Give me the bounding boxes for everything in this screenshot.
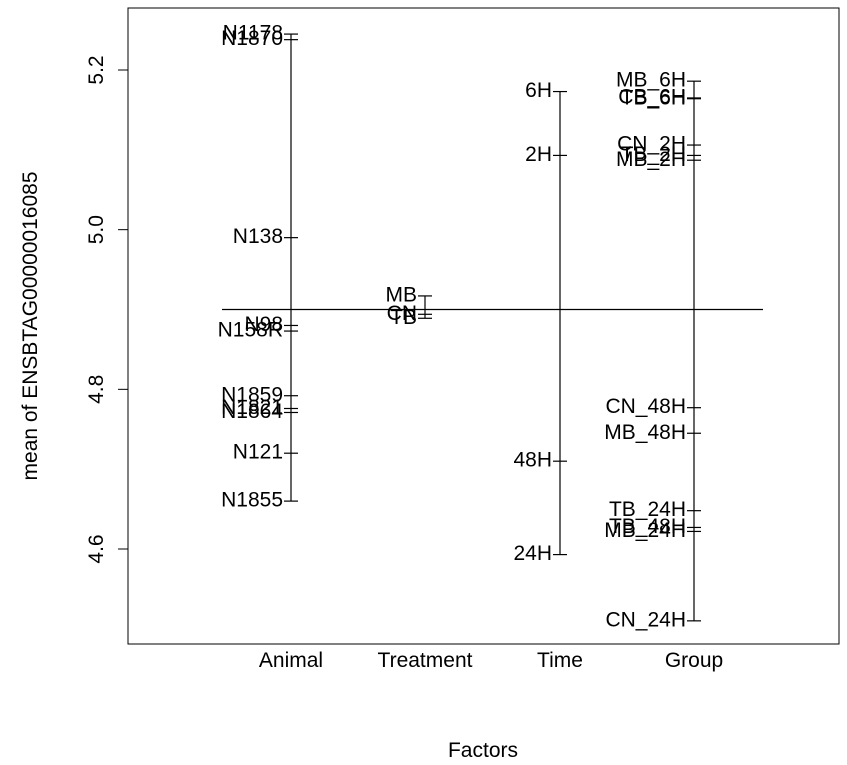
x-category-group: Group	[665, 649, 723, 672]
level-label-mb-2h: MB_2H	[616, 148, 686, 171]
level-label-tb: TB	[390, 306, 417, 329]
y-tick-label: 5.2	[85, 55, 108, 84]
level-label-6h: 6H	[525, 79, 552, 102]
level-label-n98: N98	[244, 313, 283, 336]
level-label-mb-6h: MB_6H	[616, 69, 686, 92]
level-label-cn-48h: CN_48H	[605, 395, 686, 418]
level-label-48h: 48H	[513, 449, 552, 472]
level-label-n1178: N1178	[223, 22, 283, 45]
level-label-tb-48h: TB_48H	[609, 515, 686, 538]
level-label-n1855: N1855	[221, 489, 283, 512]
x-axis-categories: Animal Treatment Time Group	[259, 649, 723, 672]
y-axis-title: mean of ENSBTAG00000016085	[19, 172, 42, 481]
level-label-tb-6h: TB_6H	[621, 86, 686, 109]
level-label-cn-24h: CN_24H	[605, 608, 686, 631]
level-label-mb-48h: MB_48H	[604, 421, 686, 444]
level-label-mb: MB	[386, 283, 418, 306]
y-tick-label: 4.8	[85, 375, 108, 404]
level-label-24h: 24H	[513, 542, 552, 565]
level-label-n1864: N1864	[221, 400, 283, 423]
level-label-n1870: N1870	[221, 27, 283, 50]
level-label-tb-2h: TB_2H	[621, 143, 686, 166]
y-axis: 4.6 4.8 5.0 5.2	[85, 55, 129, 564]
x-axis-title: Factors	[448, 739, 518, 762]
level-label-n138: N138	[233, 225, 283, 248]
level-label-tb-24h: TB_24H	[609, 498, 686, 521]
x-category-time: Time	[537, 649, 583, 672]
level-label-n1821: N1821	[221, 396, 283, 419]
level-label-cn: CN	[387, 302, 417, 325]
y-tick-label: 5.0	[85, 215, 108, 244]
level-label-n1859: N1859	[221, 383, 283, 406]
level-label-cb-6h: CB_6H	[618, 85, 686, 108]
factor-time: 6H 2H 48H 24H	[513, 79, 567, 565]
x-category-treatment: Treatment	[378, 649, 473, 672]
x-category-animal: Animal	[259, 649, 323, 672]
level-label-2h: 2H	[525, 143, 552, 166]
level-label-n158r: N158R	[218, 319, 283, 342]
level-label-n121: N121	[233, 441, 283, 464]
level-label-mb-24h: MB_24H	[604, 519, 686, 542]
y-tick-label: 4.6	[85, 534, 108, 563]
level-label-cn-2h: CN_2H	[617, 133, 686, 156]
